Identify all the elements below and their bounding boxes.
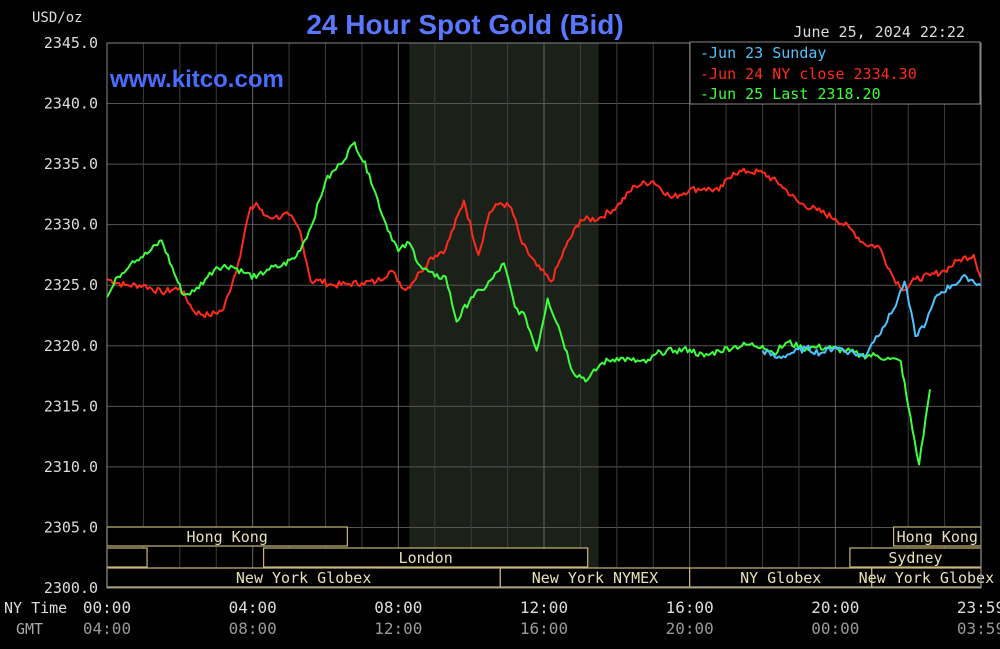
y-axis-ticks: 2345.0 2340.0 2335.0 2330.0 2325.0 2320.0 2315… bbox=[44, 34, 98, 597]
y-tick-label: 2340.0 bbox=[44, 95, 98, 113]
session-bar-box bbox=[262, 547, 589, 568]
y-tick-label: 2330.0 bbox=[44, 216, 98, 234]
series-line bbox=[761, 273, 982, 360]
session-bars: Hong Kong Hong Kong London Sydney New York G… bbox=[106, 526, 994, 588]
y-tick-label: 2320.0 bbox=[44, 337, 98, 355]
x-tick-ny: 16:00 bbox=[666, 598, 714, 617]
session-bar-label: NY Globex bbox=[740, 569, 821, 587]
x-axis-ticks: 00:00 04:00 04:00 08:00 08:00 12:00 12:00 16:00… bbox=[83, 598, 1000, 638]
session-bar-label: New York Globex bbox=[236, 569, 371, 587]
legend-item-jun24: -Jun 24 NY close 2334.30 bbox=[700, 65, 917, 83]
plot-border bbox=[106, 42, 982, 589]
x-tick-gmt: 03:59 bbox=[957, 619, 1000, 638]
timestamp: June 25, 2024 22:22 bbox=[793, 23, 965, 41]
x-tick-gmt: 20:00 bbox=[666, 619, 714, 638]
legend-item-jun23: -Jun 23 Sunday bbox=[700, 44, 826, 62]
session-bar: Hong Kong bbox=[106, 526, 348, 547]
session-bar: Hong Kong bbox=[892, 526, 982, 547]
session-bar: New York NYMEX bbox=[499, 567, 691, 588]
y-tick-label: 2335.0 bbox=[44, 155, 98, 173]
legend-item-jun25: -Jun 25 Last 2318.20 bbox=[700, 85, 881, 103]
series-lines bbox=[106, 141, 982, 466]
x-tick-ny: 20:00 bbox=[811, 598, 859, 617]
session-bar-label: Hong Kong bbox=[187, 528, 268, 546]
x-tick-ny: 04:00 bbox=[229, 598, 277, 617]
session-bar-label: London bbox=[399, 549, 453, 567]
x-tick-gmt: 16:00 bbox=[520, 619, 568, 638]
y-tick-label: 2310.0 bbox=[44, 458, 98, 476]
ny-time-row-label: NY Time bbox=[4, 599, 67, 617]
x-tick-gmt: 08:00 bbox=[229, 619, 277, 638]
y-tick-label: 2305.0 bbox=[44, 518, 98, 536]
x-tick-gmt: 00:00 bbox=[811, 619, 859, 638]
site-watermark: www.kitco.com bbox=[109, 66, 284, 93]
session-bar: New York Globex bbox=[106, 567, 501, 588]
session-bar: New York Globex bbox=[859, 567, 994, 588]
y-axis-label: USD/oz bbox=[32, 10, 83, 26]
session-bar bbox=[106, 547, 148, 568]
nymex-session-shade bbox=[409, 43, 599, 588]
gmt-row-label: GMT bbox=[16, 620, 43, 638]
x-tick-ny: 12:00 bbox=[520, 598, 568, 617]
session-bar-label: New York NYMEX bbox=[532, 569, 658, 587]
session-bar-box bbox=[106, 547, 148, 568]
chart-title: 24 Hour Spot Gold (Bid) bbox=[306, 9, 623, 40]
legend: -Jun 23 Sunday -Jun 24 NY close 2334.30 … bbox=[689, 41, 981, 105]
legend-box bbox=[689, 41, 981, 105]
x-tick-ny: 00:00 bbox=[83, 598, 131, 617]
x-tick-ny: 08:00 bbox=[374, 598, 422, 617]
y-tick-label: 2345.0 bbox=[44, 34, 98, 52]
x-tick-gmt: 04:00 bbox=[83, 619, 131, 638]
y-tick-label: 2315.0 bbox=[44, 397, 98, 415]
series-line bbox=[106, 167, 982, 319]
session-bar: Sydney bbox=[849, 547, 982, 568]
x-tick-gmt: 12:00 bbox=[374, 619, 422, 638]
y-tick-label: 2325.0 bbox=[44, 276, 98, 294]
session-bar-label: New York Globex bbox=[859, 569, 994, 587]
y-tick-label: 2300.0 bbox=[44, 579, 98, 597]
session-bar-label: Hong Kong bbox=[897, 528, 978, 546]
session-bar-label: Sydney bbox=[888, 549, 942, 567]
session-bar: London bbox=[262, 547, 589, 568]
session-bar: NY Globex bbox=[689, 567, 873, 588]
series-line bbox=[106, 141, 931, 466]
x-tick-ny: 23:59 bbox=[957, 598, 1000, 617]
